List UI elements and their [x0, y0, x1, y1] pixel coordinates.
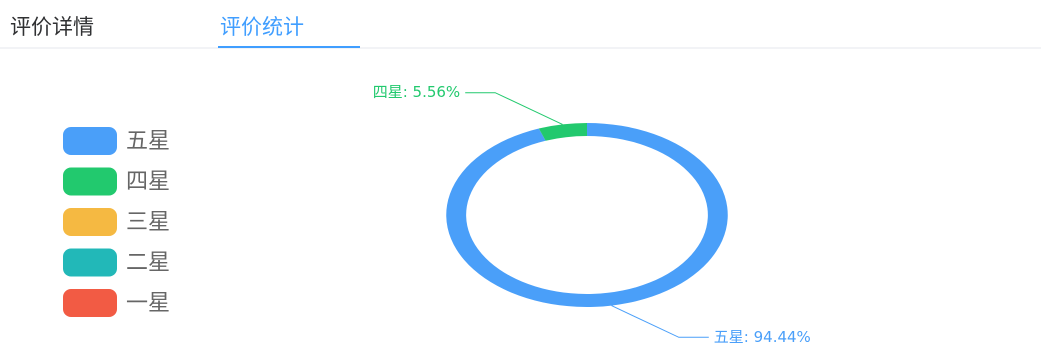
- legend-swatch: [63, 248, 117, 277]
- legend-label: 三星: [126, 210, 170, 235]
- donut-segment: [538, 123, 587, 141]
- legend-swatch: [63, 167, 117, 196]
- legend-swatch: [63, 127, 117, 155]
- legend-label: 一星: [126, 291, 170, 316]
- leader-line: [611, 305, 709, 338]
- donut: [446, 123, 728, 307]
- legend-label: 二星: [126, 251, 170, 276]
- tab[interactable]: 评价详情: [10, 15, 94, 39]
- leader-line: [465, 92, 563, 125]
- legend-swatch: [63, 208, 117, 236]
- data-label: 四星: 5.56%: [373, 83, 460, 101]
- tab-active[interactable]: 评价统计: [220, 15, 304, 39]
- legend-label: 五星: [126, 129, 170, 154]
- donut-segment: [446, 123, 728, 307]
- data-label: 五星: 94.44%: [714, 328, 811, 346]
- legend-swatch: [63, 289, 117, 317]
- legend-label: 四星: [126, 170, 170, 195]
